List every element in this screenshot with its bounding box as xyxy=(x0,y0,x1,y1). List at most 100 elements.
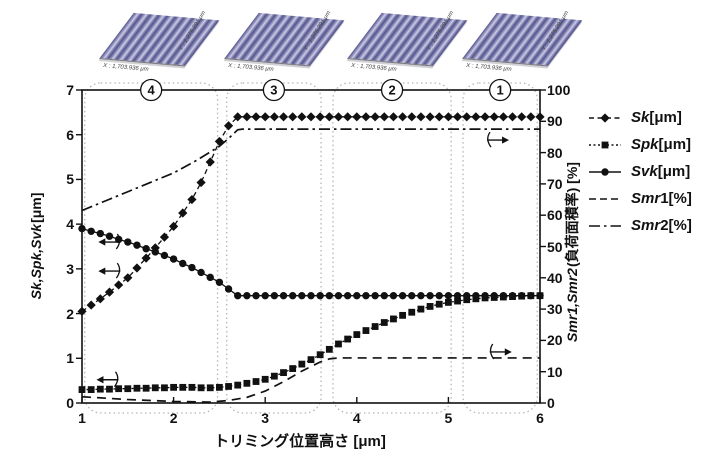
marker-square xyxy=(344,335,352,343)
marker-diamond xyxy=(489,112,499,122)
marker-circle xyxy=(142,245,150,253)
marker-diamond xyxy=(132,263,142,273)
legend-label: Spk[μm] xyxy=(631,136,692,153)
legend-label: Svk[μm] xyxy=(631,163,691,180)
marker-square xyxy=(252,378,260,385)
x-tick-label: 3 xyxy=(261,410,270,426)
marker-diamond xyxy=(526,112,536,122)
y-left-label-unit: [μm] xyxy=(28,192,44,223)
marker-diamond xyxy=(114,280,124,290)
marker-square xyxy=(399,311,406,319)
marker-diamond xyxy=(223,121,234,131)
y-right-tick-label: 70 xyxy=(547,175,563,192)
marker-square xyxy=(124,385,132,393)
x-tick-label: 2 xyxy=(169,410,178,426)
marker-diamond xyxy=(407,112,417,122)
marker-square xyxy=(445,298,452,306)
marker-circle xyxy=(197,268,205,277)
legend-label: Smr2[%] xyxy=(631,217,692,234)
marker-square xyxy=(225,383,232,390)
marker-circle xyxy=(96,229,105,238)
axis-pointer-hook xyxy=(115,233,121,250)
axis-pointer-head xyxy=(98,238,106,246)
marker-circle xyxy=(78,224,86,233)
marker-circle xyxy=(463,291,471,300)
y-right-tick-label: 40 xyxy=(547,269,563,286)
marker-circle xyxy=(160,251,169,260)
marker-diamond xyxy=(86,300,96,310)
axis-pointer-head xyxy=(502,136,510,144)
marker-square xyxy=(316,351,324,359)
series-line-Spk[ xyxy=(82,295,540,391)
marker-circle xyxy=(307,291,315,300)
region-band xyxy=(462,82,538,414)
marker-diamond xyxy=(178,208,188,218)
plot-frame xyxy=(81,89,541,404)
marker-circle xyxy=(343,291,352,300)
marker-circle xyxy=(234,291,242,300)
marker-diamond xyxy=(388,112,399,122)
region-number: 2 xyxy=(388,83,395,98)
marker-diamond xyxy=(269,112,279,122)
marker-square xyxy=(362,327,370,334)
legend-item-sk: Sk[μm] xyxy=(588,104,692,131)
marker-diamond xyxy=(398,112,408,122)
marker-circle xyxy=(188,263,196,272)
marker-circle xyxy=(124,238,132,246)
marker-circle xyxy=(426,291,434,300)
marker-circle xyxy=(527,291,535,300)
y-left-tick-label: 3 xyxy=(66,260,74,277)
marker-circle xyxy=(490,291,498,300)
marker-circle xyxy=(179,259,187,268)
marker-diamond xyxy=(343,112,353,122)
marker-square xyxy=(96,385,104,393)
marker-diamond xyxy=(77,306,87,316)
series-line-Sk[ xyxy=(81,116,540,312)
marker-circle xyxy=(279,291,288,300)
marker-square xyxy=(371,323,379,330)
marker-square xyxy=(206,384,214,392)
y-right-label-var: Smr1,Smr2 xyxy=(564,268,580,342)
marker-diamond xyxy=(452,112,463,122)
marker-circle xyxy=(114,235,123,244)
x-tick-label: 1 xyxy=(78,410,86,426)
marker-diamond xyxy=(315,112,325,122)
marker-diamond xyxy=(443,112,453,122)
marker-circle xyxy=(105,232,114,240)
marker-square xyxy=(335,340,342,348)
region-band xyxy=(226,82,322,414)
marker-square xyxy=(426,303,434,310)
series-line-Smr2 xyxy=(81,128,540,212)
y-left-tick-label: 6 xyxy=(66,126,74,143)
marker-circle xyxy=(408,291,416,300)
marker-diamond xyxy=(434,112,444,122)
marker-circle xyxy=(517,291,526,300)
y-left-label-var: Sk,Spk,Svk xyxy=(28,223,44,300)
marker-square xyxy=(435,300,443,308)
marker-diamond xyxy=(141,253,151,263)
marker-square xyxy=(270,372,278,380)
marker-circle xyxy=(288,291,297,300)
marker-diamond xyxy=(169,221,179,231)
marker-circle xyxy=(389,291,398,300)
marker-circle xyxy=(316,291,324,300)
marker-diamond xyxy=(352,112,362,122)
region-band xyxy=(332,82,452,414)
marker-square xyxy=(380,319,388,326)
y-left-tick-label: 5 xyxy=(66,171,74,188)
marker-circle xyxy=(261,291,269,300)
axis-pointer-hook xyxy=(487,131,492,148)
marker-square xyxy=(151,384,159,392)
marker-circle xyxy=(353,291,361,300)
marker-circle xyxy=(206,273,214,282)
marker-circle xyxy=(334,291,343,300)
y-right-tick-label: 90 xyxy=(547,113,563,130)
marker-circle xyxy=(151,248,159,256)
y-right-tick-label: 0 xyxy=(547,395,555,411)
marker-circle xyxy=(453,291,462,300)
axis-pointer-hook xyxy=(115,262,121,279)
marker-diamond xyxy=(517,112,527,122)
marker-square xyxy=(234,381,242,389)
